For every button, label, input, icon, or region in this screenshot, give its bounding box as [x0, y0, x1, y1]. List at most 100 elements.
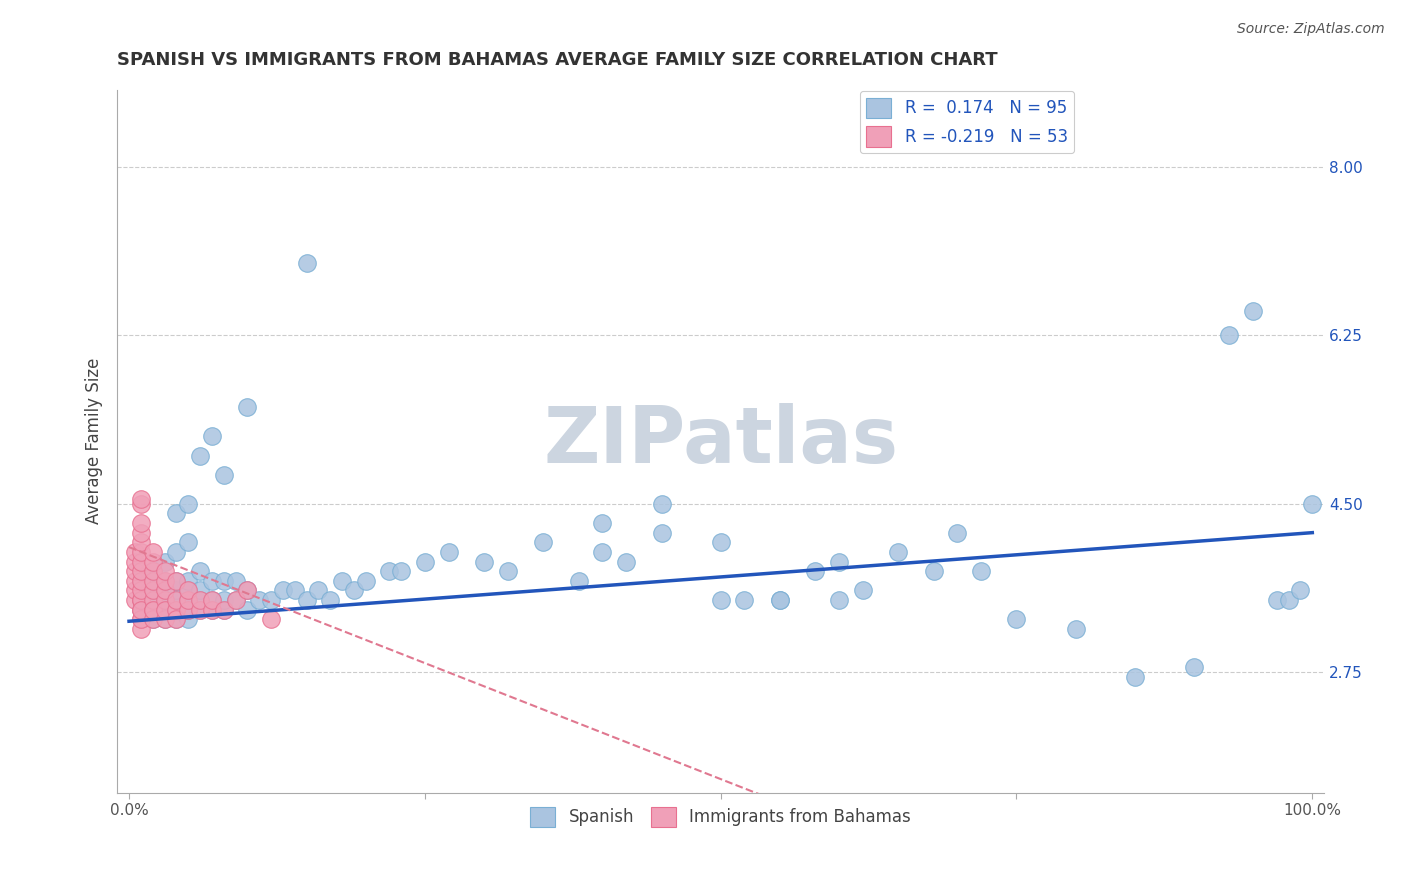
Point — [828, 555, 851, 569]
Point — [389, 564, 412, 578]
Point — [260, 593, 283, 607]
Point — [650, 497, 672, 511]
Point — [354, 574, 377, 588]
Point — [165, 612, 187, 626]
Point — [124, 545, 146, 559]
Point — [212, 574, 235, 588]
Point — [236, 401, 259, 415]
Point — [129, 574, 152, 588]
Point — [142, 593, 165, 607]
Point — [201, 593, 224, 607]
Point — [650, 525, 672, 540]
Point — [1289, 583, 1312, 598]
Point — [129, 491, 152, 506]
Point — [733, 593, 755, 607]
Y-axis label: Average Family Size: Average Family Size — [86, 358, 103, 524]
Point — [295, 256, 318, 270]
Point — [260, 612, 283, 626]
Point — [201, 603, 224, 617]
Point — [165, 507, 187, 521]
Point — [1265, 593, 1288, 607]
Point — [153, 583, 176, 598]
Point — [153, 593, 176, 607]
Point — [887, 545, 910, 559]
Point — [129, 603, 152, 617]
Point — [129, 593, 152, 607]
Point — [201, 603, 224, 617]
Point — [212, 467, 235, 482]
Point — [142, 564, 165, 578]
Point — [236, 583, 259, 598]
Point — [531, 535, 554, 549]
Point — [212, 603, 235, 617]
Point — [188, 593, 211, 607]
Point — [225, 593, 247, 607]
Text: ZIPatlas: ZIPatlas — [543, 403, 898, 479]
Point — [129, 497, 152, 511]
Point — [153, 574, 176, 588]
Point — [177, 593, 200, 607]
Point — [201, 574, 224, 588]
Point — [165, 603, 187, 617]
Point — [153, 574, 176, 588]
Point — [177, 593, 200, 607]
Point — [1064, 622, 1087, 636]
Point — [319, 593, 342, 607]
Point — [153, 612, 176, 626]
Point — [496, 564, 519, 578]
Point — [142, 583, 165, 598]
Point — [1278, 593, 1301, 607]
Point — [177, 574, 200, 588]
Point — [472, 555, 495, 569]
Text: SPANISH VS IMMIGRANTS FROM BAHAMAS AVERAGE FAMILY SIZE CORRELATION CHART: SPANISH VS IMMIGRANTS FROM BAHAMAS AVERA… — [117, 51, 998, 69]
Point — [177, 497, 200, 511]
Point — [201, 593, 224, 607]
Point — [153, 603, 176, 617]
Point — [129, 612, 152, 626]
Point — [177, 603, 200, 617]
Point — [142, 545, 165, 559]
Point — [922, 564, 945, 578]
Point — [129, 603, 152, 617]
Point — [165, 574, 187, 588]
Point — [378, 564, 401, 578]
Point — [284, 583, 307, 598]
Point — [307, 583, 329, 598]
Point — [1218, 328, 1240, 343]
Point — [129, 535, 152, 549]
Point — [129, 525, 152, 540]
Point — [129, 545, 152, 559]
Point — [165, 603, 187, 617]
Point — [188, 564, 211, 578]
Point — [1005, 612, 1028, 626]
Point — [142, 603, 165, 617]
Point — [165, 583, 187, 598]
Point — [153, 555, 176, 569]
Point — [177, 612, 200, 626]
Point — [225, 593, 247, 607]
Point — [225, 574, 247, 588]
Point — [142, 564, 165, 578]
Point — [710, 593, 733, 607]
Point — [124, 555, 146, 569]
Point — [1123, 670, 1146, 684]
Point — [165, 593, 187, 607]
Point — [188, 603, 211, 617]
Point — [165, 612, 187, 626]
Point — [236, 603, 259, 617]
Point — [153, 564, 176, 578]
Point — [591, 516, 613, 530]
Point — [343, 583, 366, 598]
Point — [129, 516, 152, 530]
Point — [153, 603, 176, 617]
Point — [153, 593, 176, 607]
Point — [129, 555, 152, 569]
Point — [129, 593, 152, 607]
Point — [413, 555, 436, 569]
Point — [142, 574, 165, 588]
Point — [153, 583, 176, 598]
Point — [129, 622, 152, 636]
Point — [177, 593, 200, 607]
Point — [124, 564, 146, 578]
Point — [201, 429, 224, 443]
